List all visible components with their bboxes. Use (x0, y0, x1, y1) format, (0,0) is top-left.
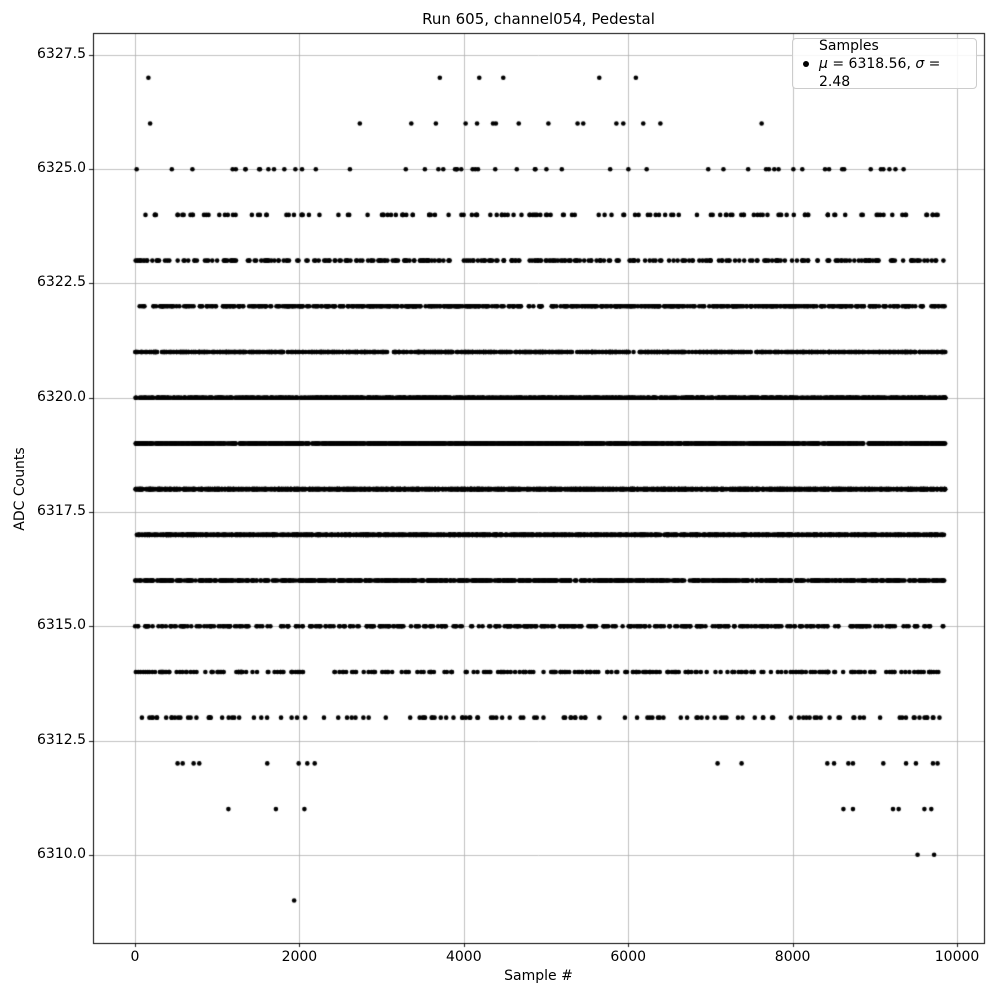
y-tick-label: 6320.0 (37, 388, 86, 405)
x-tick-label: 6000 (610, 949, 647, 965)
legend: Samples μ = 6318.56, σ = 2.48 (792, 37, 977, 91)
x-tick-label: 4000 (445, 949, 482, 965)
x-tick-label: 0 (130, 949, 140, 965)
legend-label: Samples (819, 37, 879, 54)
mu-value: = 6318.56, (827, 55, 916, 72)
y-tick-label: 6325.0 (37, 160, 86, 177)
x-tick-label: 8000 (774, 949, 811, 965)
x-axis-label: Sample # (504, 968, 573, 984)
x-tick-label: 2000 (281, 949, 318, 965)
mu-symbol: μ (819, 55, 828, 72)
x-tick-label: 10000 (934, 949, 980, 965)
chart-title: Run 605, channel054, Pedestal (422, 10, 655, 28)
y-tick-label: 6322.5 (37, 274, 86, 291)
legend-marker-column (793, 60, 819, 67)
y-tick-label: 6327.5 (37, 45, 86, 62)
legend-text: Samples μ = 6318.56, σ = 2.48 (819, 37, 976, 91)
sigma-symbol: σ (915, 55, 925, 72)
y-axis-label: ADC Counts (12, 447, 28, 531)
y-tick-label: 6312.5 (37, 731, 86, 748)
legend-stats: μ = 6318.56, σ = 2.48 (819, 55, 976, 91)
y-tick-label: 6315.0 (37, 617, 86, 634)
y-tick-label: 6310.0 (37, 845, 86, 862)
samples-marker-icon (803, 60, 809, 67)
sigma-value: = 2.48 (819, 55, 941, 90)
y-tick-label: 6317.5 (37, 502, 86, 519)
